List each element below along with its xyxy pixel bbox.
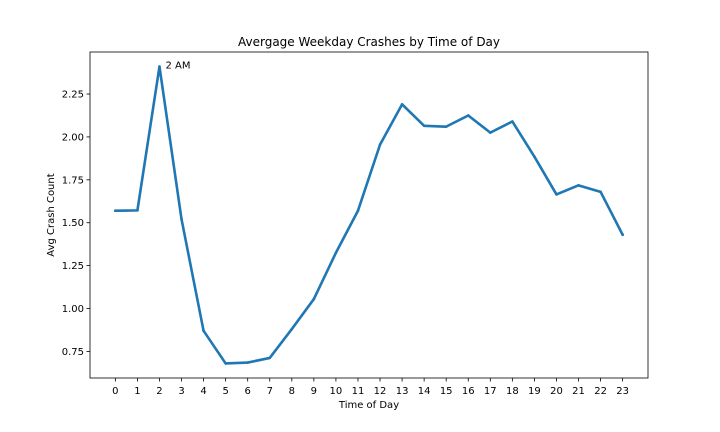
data-point [114,209,117,213]
y-tick-label: 2.00 [62,132,84,143]
data-point [224,362,227,365]
data-point [599,190,602,194]
y-tick-label: 1.25 [62,261,84,272]
data-point [356,209,360,213]
x-tick-label: 7 [267,386,273,397]
data-point [621,233,624,237]
x-tick-label: 22 [594,386,607,397]
data-point [136,209,139,212]
x-tick-label: 20 [550,386,563,397]
data-point [577,184,580,187]
data-point [511,120,514,123]
x-axis: 0 1 2 3 4 5 6 7 8 9 10 11 12 13 14 15 16 17 18 19 20 21 22 23 [112,378,629,397]
data-point [466,114,470,117]
data-point [400,103,404,106]
x-tick-label: 3 [178,386,184,397]
y-tick-label: 1.75 [62,175,84,186]
y-tick-label: 1.50 [62,218,84,229]
y-axis-label: Avg Crash Count [46,173,57,256]
data-point [378,143,382,146]
x-tick-label: 1 [134,386,140,397]
data-point [444,125,448,128]
annotation-label: 2 AM [165,61,190,72]
data-point [180,217,183,221]
data-point [334,251,338,255]
data-point [422,124,426,128]
x-tick-label: 8 [289,386,295,397]
x-tick-label: 21 [572,386,585,397]
plot-area [89,51,649,379]
data-points [114,65,624,365]
data-point [158,65,161,68]
data-point [533,155,536,158]
x-tick-label: 13 [396,386,409,397]
series-line [114,65,624,365]
x-tick-label: 18 [506,386,519,397]
x-tick-label: 19 [528,386,541,397]
x-tick-label: 0 [112,386,118,397]
x-tick-label: 14 [418,386,431,397]
x-axis-label: Time of Day [338,400,399,411]
x-tick-label: 5 [222,386,228,397]
x-tick-label: 16 [462,386,475,397]
x-tick-label: 15 [440,386,453,397]
data-point [312,297,316,301]
data-point [555,193,558,196]
annotations: 2 AM [165,61,190,72]
data-point [489,131,492,134]
x-tick-label: 23 [616,386,629,397]
x-tick-label: 10 [330,386,343,397]
data-point [290,327,294,331]
y-tick-label: 0.75 [62,347,84,358]
data-point [202,329,205,333]
data-point [246,361,249,364]
y-tick-label: 1.00 [62,304,84,315]
x-tick-label: 9 [311,386,317,397]
y-tick-label: 2.25 [62,90,84,101]
x-tick-label: 11 [352,386,365,397]
data-point [268,356,272,360]
x-tick-label: 2 [156,386,162,397]
x-tick-label: 6 [245,386,251,397]
chart-title: Avergage Weekday Crashes by Time of Day [238,35,500,49]
x-tick-label: 17 [484,386,497,397]
y-axis: 0.75 1.00 1.25 1.50 1.75 2.00 2.25 [62,90,90,358]
x-tick-label: 4 [200,386,206,397]
x-tick-label: 12 [374,386,387,397]
